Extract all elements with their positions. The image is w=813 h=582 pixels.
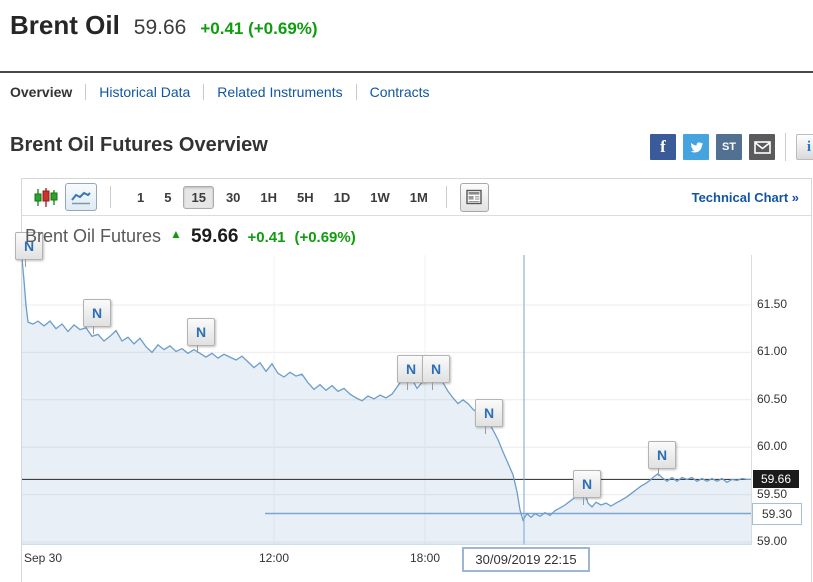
interval-1m[interactable]: 1M — [409, 189, 428, 205]
interval-1d[interactable]: 1D — [333, 189, 351, 205]
y-axis-label: 61.50 — [757, 297, 788, 311]
share-separator — [785, 133, 786, 161]
info-icon: i — [806, 138, 812, 155]
nav-separator — [203, 84, 205, 100]
candlestick-chart-button[interactable] — [33, 186, 59, 209]
news-marker[interactable]: N — [397, 355, 425, 390]
interval-1[interactable]: 1 — [137, 189, 145, 205]
line-chart-button[interactable] — [65, 183, 97, 211]
y-axis-label: 60.00 — [757, 439, 788, 454]
price-plot[interactable] — [21, 255, 752, 545]
interval-5[interactable]: 5 — [164, 189, 172, 205]
up-arrow-icon: ▲ — [170, 227, 182, 241]
news-marker[interactable]: N — [648, 441, 676, 476]
last-price-badge: 59.66 — [753, 470, 799, 489]
crosshair-date-tooltip: 30/09/2019 22:15 — [462, 547, 590, 572]
price-line — [21, 258, 752, 522]
news-layout-button[interactable] — [459, 182, 489, 212]
tab-historical-data[interactable]: Historical Data — [99, 84, 191, 100]
y-axis-label: 60.50 — [757, 391, 788, 406]
news-marker[interactable]: N — [573, 470, 601, 505]
news-marker[interactable]: N — [15, 232, 43, 267]
interval-group: 1 5 15 30 1H 5H 1D 1W 1M — [129, 185, 436, 209]
x-axis-label: Sep 30 — [24, 551, 63, 565]
y-axis-label: 59.00 — [757, 534, 788, 548]
news-marker[interactable]: N — [475, 399, 503, 434]
facebook-share-button[interactable]: f — [650, 134, 676, 160]
technical-chart-link[interactable]: Technical Chart » — [691, 189, 799, 205]
chart-change: +0.41 — [247, 229, 286, 246]
nav-separator — [85, 84, 87, 100]
x-axis-label: 18:00 — [409, 551, 441, 565]
instrument-change: +0.41 (+0.69%) — [200, 19, 318, 38]
chart-last-price: 59.66 — [190, 226, 239, 247]
y-axis-label: 59.50 — [757, 486, 788, 501]
chart-widget: 1 5 15 30 1H 5H 1D 1W 1M Technical Chart » Brent… — [15, 178, 812, 582]
stocktwits-share-button[interactable]: ST — [716, 134, 742, 160]
email-icon — [753, 140, 771, 154]
interval-15[interactable]: 15 — [183, 185, 214, 209]
interval-30[interactable]: 30 — [225, 189, 241, 205]
interval-1h[interactable]: 1H — [260, 189, 278, 205]
twitter-icon — [688, 139, 705, 156]
news-marker[interactable]: N — [83, 299, 111, 334]
y-axis-label: 61.00 — [757, 344, 788, 359]
info-button[interactable]: i — [796, 134, 813, 160]
share-bar: f ST i — [650, 133, 813, 161]
instrument-title: Brent Oil — [10, 10, 120, 40]
chart-toolbar: 1 5 15 30 1H 5H 1D 1W 1M Technical Chart » — [22, 179, 811, 216]
toolbar-separator — [445, 186, 447, 208]
x-axis-label: 12:00 — [258, 551, 290, 565]
interval-1w[interactable]: 1W — [370, 189, 390, 205]
chart-title: Brent Oil Futures ▲ 59.66 +0.41 (+0.69%) — [25, 226, 356, 248]
tab-related-instruments[interactable]: Related Instruments — [217, 84, 343, 100]
facebook-icon: f — [660, 137, 666, 156]
stocktwits-icon: ST — [721, 141, 737, 153]
price-area-fill — [22, 258, 752, 544]
nav-separator — [355, 84, 357, 100]
twitter-share-button[interactable] — [683, 134, 709, 160]
chart-instrument-name: Brent Oil Futures — [25, 226, 162, 246]
instrument-header: Brent Oil 59.66 +0.41 (+0.69%) — [10, 10, 318, 41]
tab-contracts[interactable]: Contracts — [369, 84, 430, 100]
chart-area[interactable]: Brent Oil Futures ▲ 59.66 +0.41 (+0.69%)… — [15, 216, 811, 582]
page-title: Brent Oil Futures Overview — [10, 134, 268, 156]
bid-price-box: 59.30 — [752, 502, 802, 525]
news-marker[interactable]: N — [187, 318, 215, 353]
tab-overview[interactable]: Overview — [10, 84, 73, 100]
chart-change-percent: (+0.69%) — [294, 229, 356, 246]
toolbar-separator — [110, 186, 111, 208]
email-share-button[interactable] — [749, 134, 775, 160]
news-marker[interactable]: N — [422, 355, 450, 390]
instrument-nav: Overview Historical Data Related Instrum… — [10, 84, 430, 100]
interval-5h[interactable]: 5H — [297, 189, 314, 205]
top-divider — [0, 71, 813, 73]
instrument-price: 59.66 — [133, 16, 187, 39]
